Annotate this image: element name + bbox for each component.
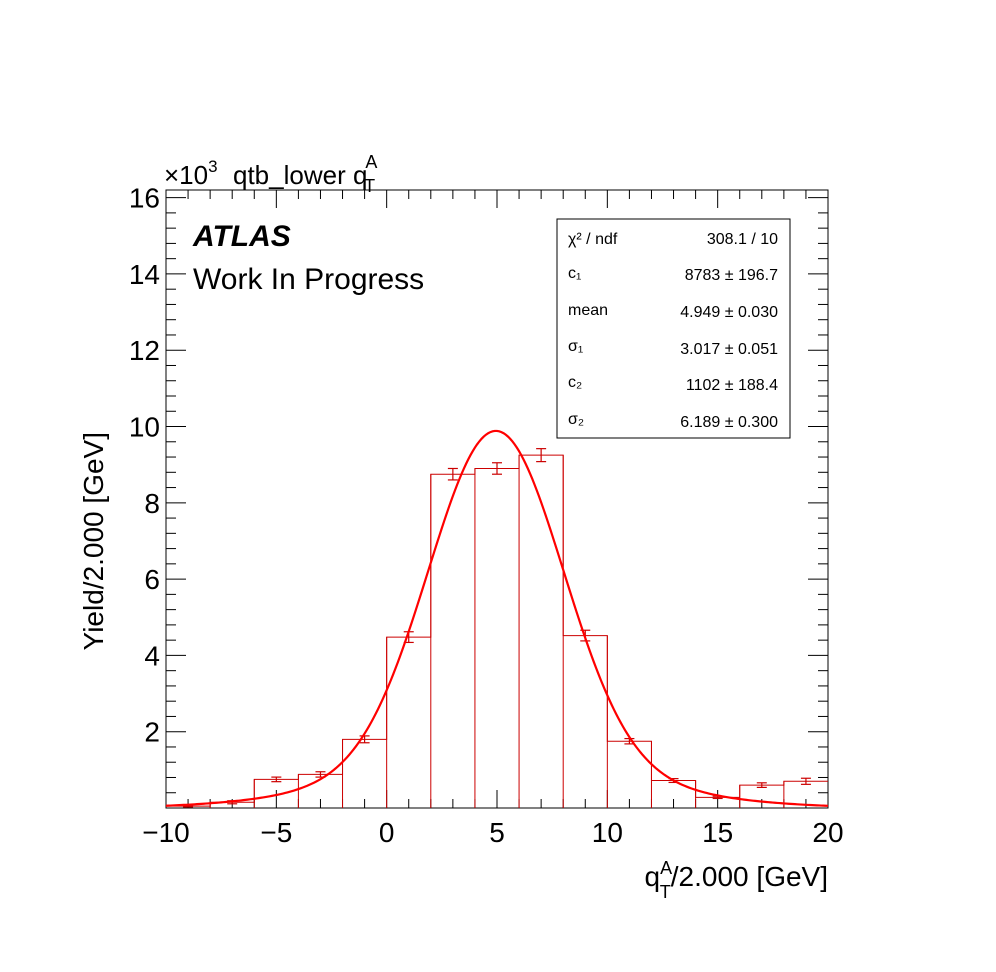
error-bar (359, 735, 370, 744)
stat-label-c1: c₁ (568, 265, 581, 282)
x-tick-label: 20 (812, 817, 843, 848)
y-tick-label: 14 (129, 259, 160, 290)
plot-title: qtb_lower qA T (233, 152, 377, 196)
x-tick-label: 0 (379, 817, 395, 848)
error-bar (271, 776, 282, 783)
y-tick-label: 8 (144, 488, 160, 519)
stat-label-chi2: χ² / ndf (568, 231, 618, 248)
error-bar (447, 467, 458, 481)
stat-value-c1: 8783 ± 196.7 (685, 267, 778, 284)
x-tick-label: 5 (489, 817, 505, 848)
fit-curve (165, 429, 829, 807)
x-tick-label: −5 (260, 817, 292, 848)
y-tick-label: 4 (144, 640, 160, 671)
fit-stats-box: χ² / ndf 308.1 / 10 c₁ 8783 ± 196.7 mean… (556, 218, 791, 439)
stat-value-c2: 1102 ± 188.4 (686, 377, 778, 394)
error-bar (492, 462, 502, 475)
y-tick-label: 10 (129, 412, 160, 443)
fit-curve-line (165, 429, 829, 807)
error-bar (800, 777, 811, 785)
stat-value-sigma1: 3.017 ± 0.051 (680, 341, 778, 358)
y-exponent-label: ×103 (164, 157, 218, 190)
x-tick-label: 10 (592, 817, 623, 848)
atlas-label: ATLAS (192, 220, 291, 253)
stat-label-mean: mean (568, 302, 608, 319)
y-tick-label: 6 (144, 564, 160, 595)
stat-value-chi2: 308.1 / 10 (707, 231, 778, 248)
error-bar (756, 782, 767, 789)
x-axis-title: qA T/2.000 [GeV] (645, 858, 828, 902)
x-tick-label: −10 (142, 817, 190, 848)
stat-label-sigma2: σ₂ (568, 411, 584, 428)
x-tick-labels: −10 −5 0 5 10 15 20 (142, 817, 843, 848)
x-tick-label: 15 (702, 817, 733, 848)
y-tick-label: 2 (144, 717, 160, 748)
error-bar (536, 448, 547, 463)
stat-value-mean: 4.949 ± 0.030 (680, 304, 778, 321)
stats-box-frame (556, 218, 791, 439)
y-tick-labels: 2 4 6 8 10 12 14 16 (129, 183, 160, 748)
work-in-progress-label: Work In Progress (193, 263, 424, 296)
y-tick-label: 16 (129, 183, 160, 214)
y-tick-label: 12 (129, 335, 160, 366)
stat-label-sigma1: σ₁ (568, 338, 583, 355)
stat-value-sigma2: 6.189 ± 0.300 (680, 414, 778, 431)
y-axis-title: Yield/2.000 [GeV] (78, 432, 109, 650)
stat-label-c2: c₂ (568, 374, 582, 391)
